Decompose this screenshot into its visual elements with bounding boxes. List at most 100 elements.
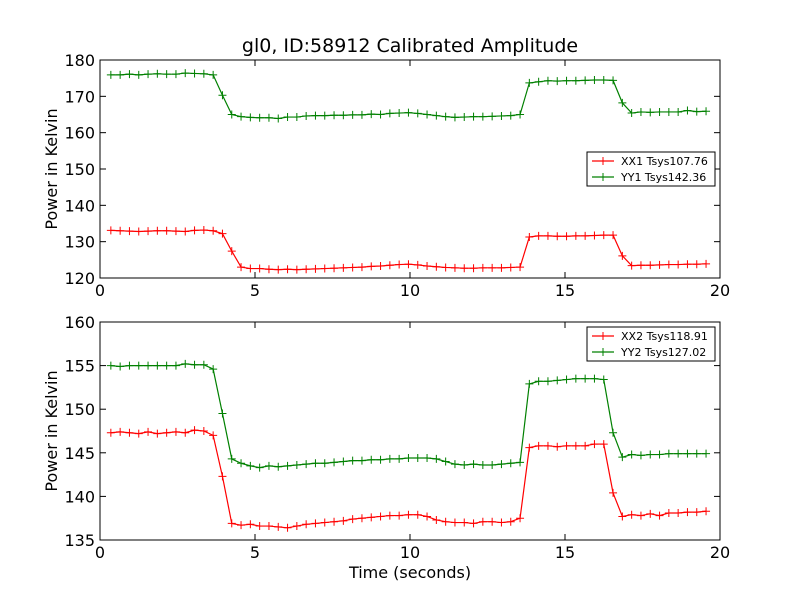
data-point-2-2-49 [562,375,571,384]
data-point-2-1-47 [543,441,552,450]
data-point-2-2-58 [646,450,655,459]
data-point-1-1-19 [283,265,292,274]
data-point-2-1-51 [581,441,590,450]
data-point-2-2-43 [506,459,515,468]
y-tick-label-2-3: 150 [64,400,95,419]
legend-label-1-1: XX1 Tsys107.76 [621,155,708,168]
data-point-2-1-46 [534,441,543,450]
data-point-2-1-9 [190,426,199,435]
data-point-1-1-18 [274,265,283,274]
data-point-1-2-37 [450,113,459,122]
data-point-1-1-15 [246,264,255,273]
legend-marker-1-2 [599,173,607,181]
data-point-2-1-45 [525,443,534,452]
data-point-1-1-13 [227,247,236,256]
data-point-1-1-56 [627,261,636,270]
data-point-1-2-4 [144,70,153,79]
data-point-2-1-25 [339,516,348,525]
data-point-2-1-37 [450,518,459,527]
data-point-2-1-50 [571,441,580,450]
data-point-1-1-39 [469,264,478,273]
data-point-2-2-2 [125,361,134,370]
data-point-1-2-44 [516,110,525,119]
data-point-1-2-61 [674,107,683,116]
data-point-2-2-20 [292,461,301,470]
data-point-2-1-10 [199,427,208,435]
data-point-2-2-31 [395,454,404,463]
data-point-1-2-38 [460,113,469,122]
data-point-1-1-40 [478,263,487,272]
data-point-2-2-13 [227,454,236,463]
data-point-2-1-29 [376,512,385,521]
data-point-1-1-29 [376,262,385,271]
data-point-1-1-25 [339,263,348,272]
series-line-2-2 [110,363,707,469]
data-point-1-2-19 [283,113,292,122]
data-point-1-1-46 [534,231,543,240]
data-point-1-2-36 [441,112,450,121]
data-point-1-2-42 [497,111,506,120]
data-point-1-1-44 [516,263,525,272]
data-point-2-2-40 [478,461,487,470]
data-point-2-2-17 [264,461,273,470]
data-point-1-1-17 [264,265,273,274]
data-point-2-2-27 [357,456,366,465]
data-point-2-1-44 [516,514,525,523]
y-tick-label-1-1: 130 [64,233,95,252]
data-point-1-1-21 [302,265,311,274]
data-point-2-1-55 [618,512,627,521]
data-point-1-1-1 [116,226,125,235]
data-point-2-2-38 [460,461,469,470]
legend-box-1 [586,151,716,187]
data-point-2-1-41 [488,517,497,526]
legend-label-2-2: YY2 Tsys127.02 [620,346,706,359]
data-point-2-2-48 [553,376,562,385]
data-point-1-2-13 [227,110,236,119]
data-point-2-1-24 [330,517,339,526]
x-tick-label-1-3: 15 [555,281,575,300]
y-tick-label-2-5: 160 [64,313,95,332]
data-point-1-1-4 [144,227,153,236]
data-point-2-1-30 [385,511,394,520]
data-point-2-2-44 [516,458,525,467]
data-point-1-2-10 [199,69,208,78]
y-tick-label-1-0: 120 [64,269,95,288]
data-point-1-2-28 [367,110,376,119]
data-point-2-1-48 [553,442,562,451]
data-point-2-2-3 [134,361,143,370]
data-point-2-2-54 [609,428,618,437]
data-point-2-2-28 [367,455,376,464]
data-point-1-1-64 [702,259,711,268]
data-point-2-1-63 [692,508,701,517]
data-point-2-2-41 [488,461,497,470]
data-point-1-2-53 [599,75,608,84]
data-point-1-2-41 [488,112,497,121]
data-point-1-1-43 [506,263,515,272]
data-point-1-1-0 [106,226,115,235]
data-point-1-1-58 [646,261,655,270]
data-point-1-1-28 [367,262,376,271]
data-point-2-1-52 [590,440,599,449]
y-tick-label-1-6: 180 [64,51,95,70]
data-point-2-1-38 [460,518,469,527]
data-point-2-1-2 [125,428,134,437]
legend-label-2-1: XX2 Tsys118.91 [621,330,708,343]
data-point-1-2-15 [246,113,255,122]
data-point-2-2-53 [599,375,608,384]
data-point-1-2-25 [339,111,348,120]
data-point-2-2-15 [246,461,255,470]
data-point-1-1-41 [488,263,497,272]
data-point-1-1-37 [450,263,459,272]
data-point-1-2-55 [618,98,627,107]
data-point-2-1-58 [646,509,655,518]
x-tick-label-2-3: 15 [555,543,575,562]
data-point-2-2-55 [618,453,627,462]
data-point-2-2-18 [274,462,283,471]
data-point-2-1-26 [348,515,357,524]
data-point-2-2-0 [106,361,115,370]
data-point-1-2-29 [376,110,385,119]
x-tick-label-1-2: 10 [400,281,420,300]
x-tick-label-1-1: 5 [250,281,260,300]
data-point-1-1-53 [599,231,608,240]
y-axis-label-1: Power in Kelvin [42,108,61,229]
